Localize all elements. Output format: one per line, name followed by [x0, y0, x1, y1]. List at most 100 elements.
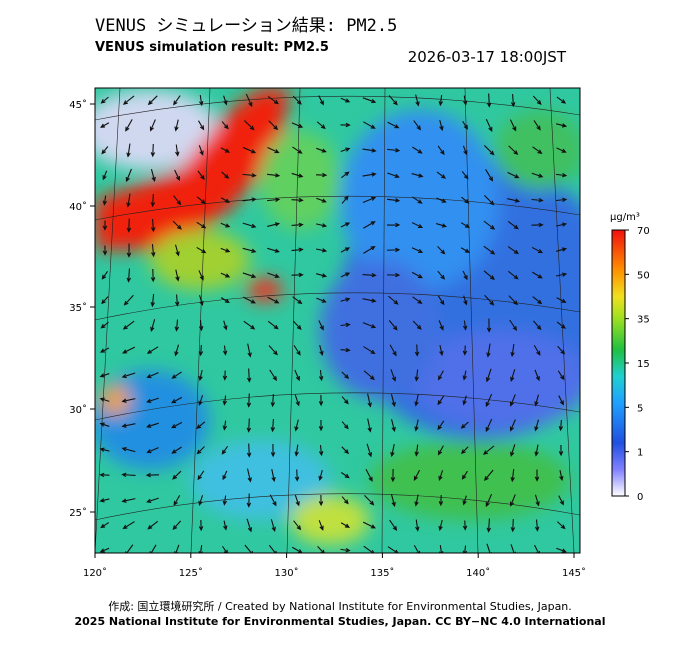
wind-arrow: [222, 420, 228, 431]
wind-arrow: [510, 468, 515, 483]
wind-arrow: [291, 122, 304, 128]
wind-arrow: [150, 268, 156, 283]
wind-arrow: [389, 344, 397, 357]
wind-arrow: [220, 147, 231, 153]
wind-arrow: [198, 395, 204, 406]
wind-arrow: [437, 270, 446, 280]
lat-label: 25˚: [69, 507, 87, 519]
wind-arrow: [99, 397, 110, 402]
wind-arrow: [390, 494, 396, 508]
wind-arrow: [100, 522, 110, 529]
wind-arrow: [292, 146, 303, 154]
wind-arrow: [171, 371, 182, 379]
wind-arrow: [340, 297, 351, 302]
wind-arrow: [462, 370, 467, 381]
wind-arrow: [271, 469, 276, 483]
wind-arrow: [172, 520, 182, 531]
wind-arrow: [460, 247, 471, 253]
wind-arrow: [100, 122, 110, 128]
wind-arrow: [318, 320, 324, 331]
wind-arrow: [316, 223, 328, 228]
wind-arrow: [196, 221, 207, 229]
wind-arrow: [146, 346, 159, 354]
wind-arrow: [363, 346, 376, 355]
wind-arrow: [318, 95, 324, 106]
wind-arrow: [102, 195, 108, 206]
wind-arrow: [438, 370, 444, 381]
wind-arrow: [340, 347, 351, 353]
wind-arrow: [414, 419, 419, 432]
wind-arrow: [175, 269, 180, 282]
wind-arrow: [341, 421, 349, 430]
wind-arrow: [386, 222, 401, 228]
wind-arrow: [102, 245, 108, 256]
wind-arrow: [222, 345, 228, 356]
wind-arrow: [438, 320, 444, 331]
wind-arrow: [438, 470, 444, 481]
wind-arrow: [412, 296, 423, 304]
wind-arrow: [174, 169, 180, 182]
wind-arrow: [171, 446, 182, 454]
wind-arrow: [175, 144, 180, 157]
wind-arrow: [246, 368, 252, 383]
wind-arrow: [557, 345, 566, 355]
wind-arrow: [267, 320, 279, 330]
wind-arrow: [340, 472, 350, 479]
wind-arrow: [341, 396, 349, 405]
wind-arrow: [534, 494, 540, 507]
wind-arrow: [291, 247, 304, 253]
wind-arrow: [510, 369, 516, 382]
wind-arrow: [413, 544, 421, 553]
wind-arrow: [439, 120, 444, 132]
wind-arrow: [198, 519, 204, 532]
wind-arrow: [146, 497, 159, 503]
wind-arrow: [411, 222, 424, 228]
wind-arrow: [293, 345, 301, 356]
wind-arrow: [461, 446, 469, 455]
wind-arrow: [437, 445, 444, 456]
wind-arrow: [242, 197, 257, 202]
wind-arrow: [534, 419, 540, 432]
wind-arrow: [242, 272, 257, 279]
wind-arrow: [460, 421, 469, 429]
wind-arrow: [485, 418, 493, 433]
wind-arrow: [390, 394, 396, 408]
wind-arrow: [173, 95, 181, 106]
wind-arrow: [486, 543, 493, 553]
wind-arrow: [99, 447, 110, 452]
wind-arrow: [340, 322, 351, 328]
wind-arrow: [174, 244, 180, 257]
wind-arrow: [507, 198, 521, 203]
wind-arrow: [509, 119, 517, 132]
lat-label: 30˚: [69, 404, 87, 416]
wind-arrow: [436, 171, 446, 179]
wind-arrow: [362, 298, 377, 303]
wind-arrow: [146, 372, 159, 379]
wind-arrow: [364, 494, 375, 506]
wind-arrow: [223, 95, 228, 106]
subtitle: VENUS simulation result: PM2.5: [95, 40, 329, 55]
wind-arrow: [315, 172, 328, 178]
wind-arrow: [532, 146, 543, 154]
wind-arrow: [196, 446, 205, 455]
wind-arrow: [173, 195, 182, 206]
map-frame: [94, 87, 581, 554]
wind-arrow: [222, 370, 228, 381]
wind-arrow: [242, 173, 257, 178]
wind-arrow: [121, 423, 136, 428]
wind-arrow: [510, 444, 516, 457]
wind-arrow: [126, 218, 132, 233]
wind-arrow: [196, 196, 206, 205]
wind-arrow: [173, 494, 181, 506]
wind-arrow: [362, 196, 377, 203]
wind-arrow: [125, 119, 133, 132]
wind-arrow: [462, 270, 468, 281]
wind-arrow: [509, 494, 516, 507]
wind-arrow: [340, 522, 351, 528]
wind-arrow: [244, 544, 254, 553]
wind-arrow: [266, 197, 281, 202]
wind-arrow: [534, 369, 540, 382]
wind-arrow: [414, 394, 419, 407]
wind-arrow: [99, 422, 110, 427]
wind-arrow: [99, 498, 110, 503]
